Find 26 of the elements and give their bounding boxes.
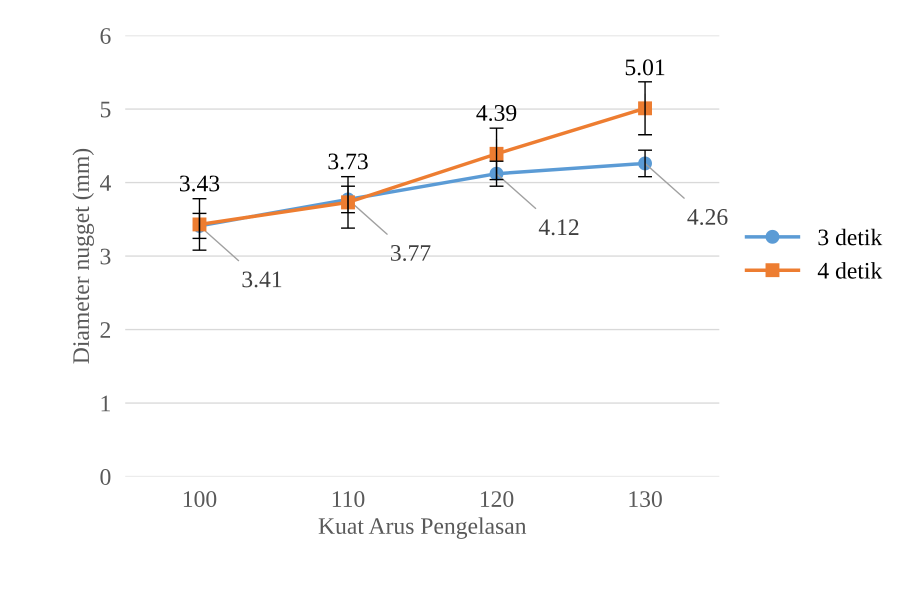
data-label: 3.43 [180,176,220,192]
point [341,195,355,210]
x-axis-title: Kuat Arus Pengelasan [318,517,526,539]
data-label: 3.77 [390,245,430,262]
y-tick-label: 5 [100,102,110,118]
x-tick-label: 100 [184,491,216,508]
y-tick-label: 4 [100,175,111,191]
x-tick-label: 130 [629,491,662,508]
data-label: 5.01 [626,59,664,76]
y-axis-title: Diameter nugget (mm) [72,148,94,364]
y-tick-label: 6 [100,28,111,44]
point [490,146,504,161]
y-tick-label: 1 [102,396,110,412]
data-label: 4.12 [538,219,578,236]
data-label: 4.39 [476,105,516,121]
y-tick-label: 2 [100,322,110,338]
legend-label: 4 detik [818,262,882,279]
data-label: 4.26 [687,209,728,225]
x-tick-label: 120 [480,491,514,508]
y-tick-label: 0 [100,469,110,485]
legend-label: 3 detik [818,228,882,246]
data-label: 3.73 [328,154,368,170]
point [638,101,652,116]
y-tick-label: 3 [100,248,110,264]
x-tick-label: 110 [332,491,364,508]
data-label: 3.41 [242,272,282,288]
